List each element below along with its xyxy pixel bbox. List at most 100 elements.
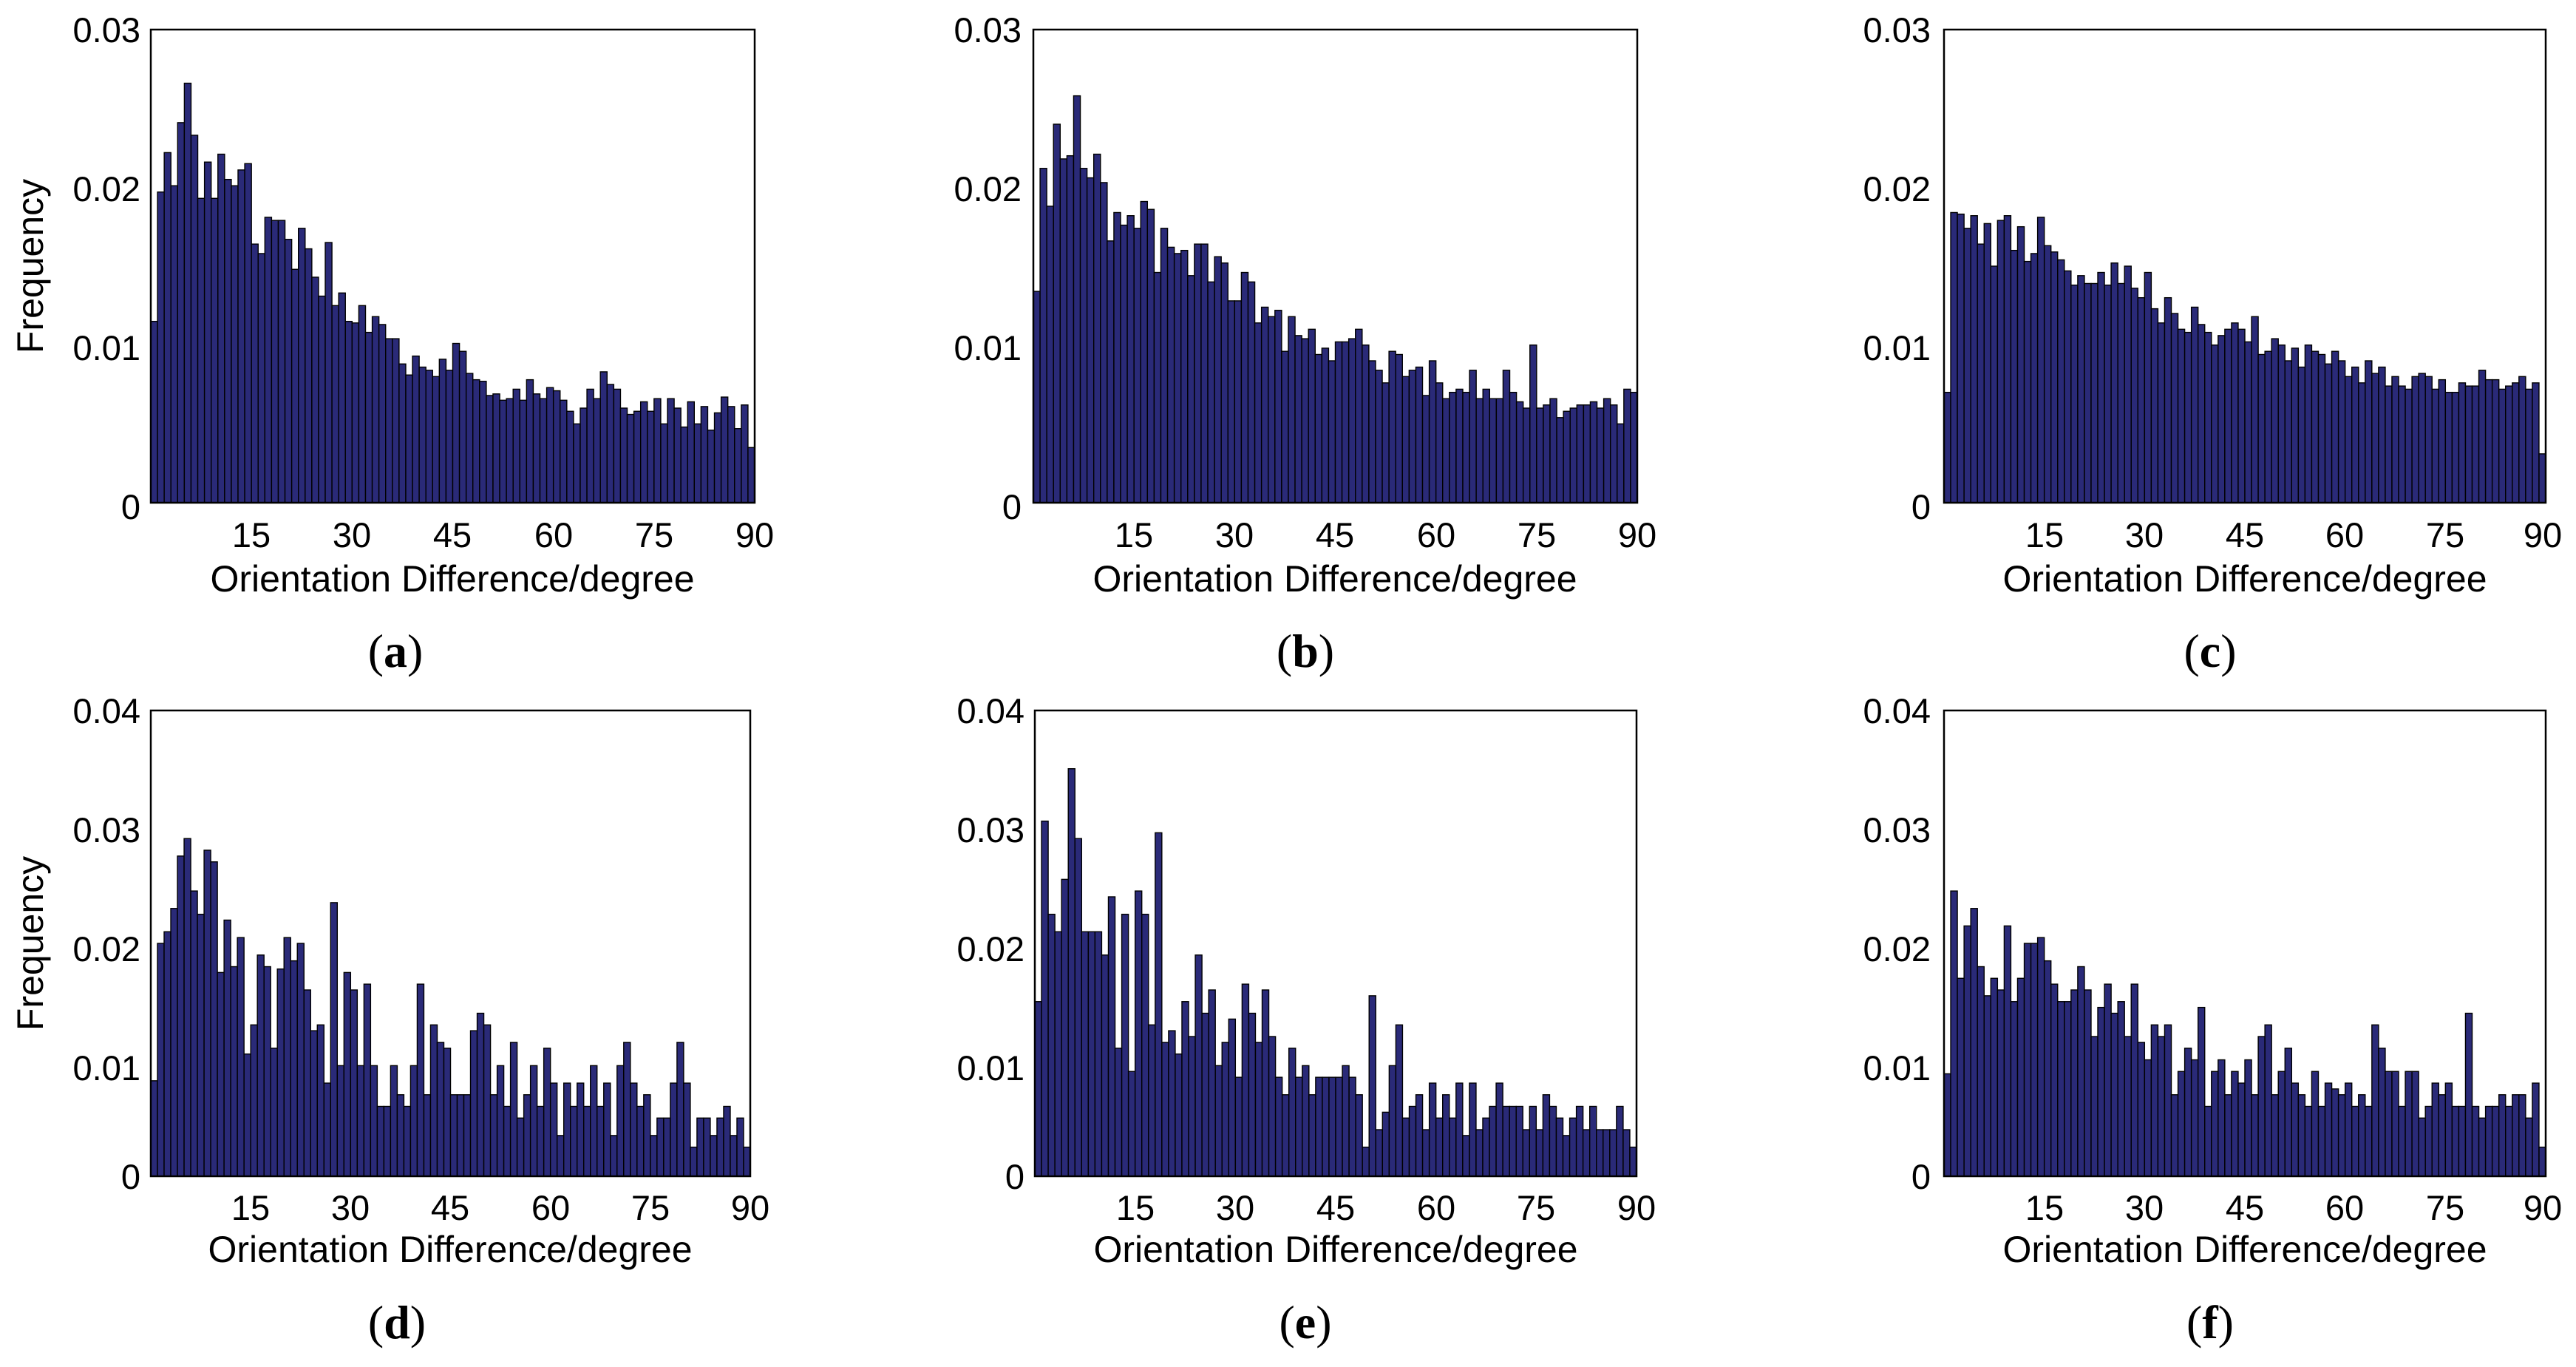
- histogram-bar: [2337, 1094, 2346, 1177]
- histogram-bar: [270, 1048, 278, 1177]
- ytick-label: 0.01: [1863, 1048, 1931, 1088]
- histogram-bar: [630, 1082, 638, 1177]
- histogram-bar: [2036, 937, 2045, 1177]
- histogram-bar: [2197, 1006, 2206, 1177]
- histogram-bar: [1469, 370, 1477, 503]
- histogram-bar: [2130, 983, 2138, 1177]
- histogram-bar: [323, 1082, 332, 1177]
- histogram-bar: [283, 937, 291, 1177]
- xtick-label: 45: [433, 515, 472, 554]
- histogram-bar: [2177, 328, 2186, 503]
- xtick-label: 15: [232, 515, 271, 554]
- histogram-bar: [2244, 1059, 2252, 1177]
- histogram-bar: [1315, 1076, 1323, 1177]
- histogram-bar: [1603, 398, 1611, 503]
- histogram-bar: [1227, 300, 1236, 503]
- ytick-label: 0.02: [73, 169, 140, 208]
- histogram-bar: [734, 428, 742, 503]
- histogram-bar: [1200, 243, 1209, 503]
- y-axis-label: Frequency: [10, 856, 51, 1031]
- histogram-bar: [2431, 1082, 2439, 1177]
- histogram-bar: [157, 943, 165, 1177]
- histogram-bar: [2291, 347, 2300, 503]
- histogram-bar: [150, 320, 158, 503]
- histogram-bar: [580, 407, 588, 503]
- histogram-bar: [2358, 1094, 2366, 1177]
- ytick-label: 0.03: [1863, 810, 1931, 849]
- ytick-label: 0: [1005, 1157, 1024, 1196]
- histogram-bar: [747, 447, 755, 503]
- histogram-bar: [2237, 328, 2246, 503]
- histogram-bar: [1254, 322, 1262, 503]
- histogram-bar: [296, 943, 305, 1177]
- histogram-bar: [723, 1105, 731, 1177]
- histogram-bar: [2438, 379, 2447, 503]
- xtick-label: 30: [333, 515, 371, 554]
- histogram-bar: [2297, 1094, 2306, 1177]
- panel-label: (d): [368, 1296, 426, 1349]
- histogram-bar: [1983, 995, 1992, 1177]
- chart-panel-c: 0.03 0.02 0.01 0 15 30 45 60 75 90 Orien…: [1863, 10, 2563, 677]
- histogram-bar: [583, 1105, 591, 1177]
- histogram-bar: [2498, 388, 2507, 503]
- histogram-bar: [418, 366, 426, 503]
- xtick-label: 45: [431, 1188, 469, 1227]
- histogram-bar: [1502, 370, 1511, 503]
- histogram-bar: [2036, 217, 2045, 503]
- histogram-bar: [1630, 391, 1638, 503]
- xtick-label: 75: [631, 1188, 670, 1227]
- histogram-bar: [1589, 401, 1598, 503]
- histogram-bar: [1260, 306, 1269, 503]
- histogram-bar: [529, 1065, 538, 1177]
- histogram-bar: [2030, 943, 2039, 1177]
- histogram-bar: [1148, 1024, 1156, 1177]
- histogram-bar: [445, 370, 454, 503]
- histogram-bar: [1576, 404, 1585, 503]
- histogram-bar: [264, 217, 273, 503]
- histogram-bar: [398, 363, 407, 503]
- histogram-bar: [476, 1012, 485, 1177]
- histogram-bar: [2525, 388, 2533, 503]
- xtick-label: 45: [1316, 1188, 1355, 1227]
- histogram-bar: [2532, 1082, 2540, 1177]
- histogram-bar: [1629, 1146, 1637, 1177]
- histogram-bar: [163, 152, 171, 503]
- bars: [150, 82, 755, 503]
- histogram-bar: [1542, 1094, 1551, 1177]
- histogram-bar: [2224, 1094, 2232, 1177]
- histogram-bar: [303, 989, 311, 1177]
- histogram-bar: [432, 376, 441, 503]
- histogram-bar: [2050, 251, 2059, 503]
- histogram-bar: [566, 410, 574, 503]
- histogram-bar: [1335, 1076, 1343, 1177]
- histogram-bar: [211, 197, 219, 503]
- histogram-bar: [1435, 1117, 1444, 1177]
- histogram-bar: [276, 968, 285, 1177]
- histogram-bar: [2484, 379, 2493, 503]
- histogram-bar: [378, 324, 387, 503]
- histogram-bar: [336, 1065, 345, 1177]
- histogram-bar: [2251, 1094, 2259, 1177]
- histogram-bar: [2016, 977, 2025, 1177]
- histogram-bar: [1054, 931, 1062, 1177]
- histogram-bar: [707, 430, 716, 503]
- histogram-bar: [1321, 347, 1330, 503]
- histogram-bar: [1963, 925, 1971, 1177]
- histogram-bar: [2304, 1105, 2313, 1177]
- histogram-bar: [1549, 1105, 1557, 1177]
- histogram-bar: [2424, 376, 2433, 503]
- histogram-bar: [1990, 265, 1999, 503]
- histogram-bar: [590, 1065, 598, 1177]
- histogram-bar: [2365, 360, 2373, 503]
- histogram-bar: [610, 1135, 618, 1177]
- histogram-bar: [376, 1105, 385, 1177]
- xtick-label: 30: [331, 1188, 370, 1227]
- histogram-bar: [2317, 353, 2326, 503]
- histogram-bar: [2157, 1036, 2166, 1177]
- histogram-bar: [483, 1024, 492, 1177]
- histogram-bar: [2464, 1012, 2473, 1177]
- histogram-bar: [1214, 256, 1222, 503]
- histogram-bar: [1141, 913, 1149, 1177]
- histogram-bar: [613, 388, 622, 503]
